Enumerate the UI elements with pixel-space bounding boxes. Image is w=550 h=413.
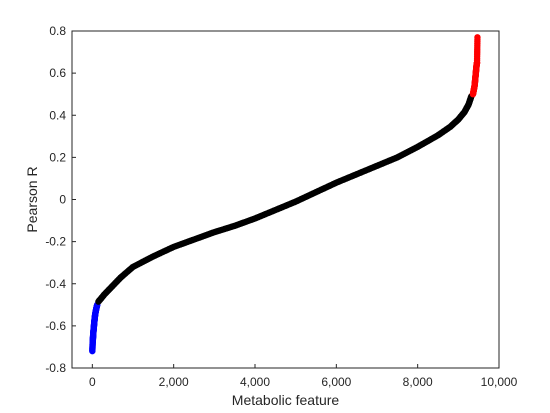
y-tick-label: -0.4 (45, 277, 66, 291)
x-axis-label: Metabolic feature (232, 392, 340, 408)
x-tick-label: 10,000 (481, 375, 518, 389)
x-tick-label: 4,000 (240, 375, 270, 389)
x-tick-label: 8,000 (403, 375, 433, 389)
data-point (474, 34, 481, 41)
x-tick-label: 6,000 (321, 375, 351, 389)
y-axis-label: Pearson R (24, 166, 40, 232)
x-tick-label: 2,000 (159, 375, 189, 389)
y-tick-label: 0.6 (49, 66, 66, 80)
y-axis-ticks: -0.8 -0.6 -0.4 -0.2 0 0.2 0.4 0.6 0.8 (45, 24, 76, 375)
x-axis-ticks: 0 2,000 4,000 6,000 8,000 10,000 (89, 364, 518, 389)
y-tick-label: 0 (59, 193, 66, 207)
scatter-points (89, 34, 481, 355)
plot-area (71, 30, 500, 369)
y-tick-label: -0.8 (45, 361, 66, 375)
plot-frame (71, 30, 500, 369)
x-tick-label: 0 (89, 375, 96, 389)
y-tick-label: 0.4 (49, 108, 66, 122)
y-tick-label: -0.6 (45, 319, 66, 333)
y-tick-label: 0.2 (49, 150, 66, 164)
y-tick-label: 0.8 (49, 24, 66, 38)
y-tick-label: -0.2 (45, 235, 66, 249)
